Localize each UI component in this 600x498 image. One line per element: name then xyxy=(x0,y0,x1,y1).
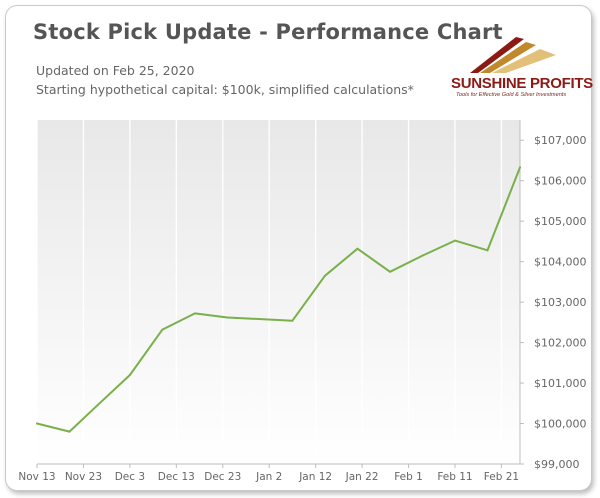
data-point xyxy=(486,249,489,252)
data-point xyxy=(388,270,391,273)
x-tick-labels: Nov 13 Nov 23 Dec 3 Dec 13 Dec 23 Jan 2 Jan 12… xyxy=(18,464,519,483)
data-point xyxy=(323,274,326,277)
capital-note: Starting hypothetical capital: $100k, si… xyxy=(36,82,414,97)
logo-tagline: Tools for Effective Gold & Silver Invest… xyxy=(456,92,567,98)
logo-ray-dark xyxy=(470,37,524,73)
x-tick-label: Dec 3 xyxy=(115,471,145,483)
y-tick-label: $105,000 xyxy=(534,215,587,228)
x-tick-label: Nov 23 xyxy=(65,471,102,483)
data-point xyxy=(226,316,229,319)
x-tick-label: Jan 22 xyxy=(345,471,379,483)
gridlines xyxy=(36,120,503,464)
y-tick-label: $104,000 xyxy=(534,256,587,269)
series-group xyxy=(36,166,521,433)
y-tick-label: $100,000 xyxy=(534,418,587,431)
data-point xyxy=(36,422,38,425)
updated-date: Updated on Feb 25, 2020 xyxy=(36,63,195,78)
y-tick-label: $99,000 xyxy=(534,458,580,471)
y-tick-label: $103,000 xyxy=(534,296,587,309)
logo-ray-light xyxy=(492,49,556,73)
y-tick-label: $106,000 xyxy=(534,175,587,188)
data-point xyxy=(68,430,71,433)
data-point xyxy=(128,373,131,376)
x-tick-label: Jan 12 xyxy=(298,471,332,483)
x-tick-label: Dec 23 xyxy=(204,471,241,483)
data-point xyxy=(161,328,164,331)
data-point xyxy=(96,404,99,407)
x-tick-label: Feb 11 xyxy=(437,471,472,483)
data-point xyxy=(519,166,521,169)
x-tick-label: Feb 1 xyxy=(394,471,423,483)
data-point xyxy=(291,319,294,322)
x-tick-label: Nov 13 xyxy=(18,471,55,483)
x-tick-label: Dec 13 xyxy=(158,471,195,483)
logo-ray-gold xyxy=(480,42,536,73)
x-tick-label: Feb 21 xyxy=(484,471,519,483)
y-tick-labels: $99,000 $100,000 $101,000 $102,000 $103,000 $… xyxy=(520,134,587,471)
y-tick-label: $102,000 xyxy=(534,337,587,350)
x-tick-label: Jan 2 xyxy=(255,471,282,483)
logo-name: SUNSHINE PROFITS xyxy=(451,75,593,92)
y-tick-label: $107,000 xyxy=(534,134,587,147)
data-point xyxy=(193,312,196,315)
sunshine-profits-logo-icon xyxy=(470,37,556,73)
data-point xyxy=(356,247,359,250)
plot-area xyxy=(37,120,520,464)
data-point xyxy=(453,239,456,242)
chart-title: Stock Pick Update - Performance Chart xyxy=(33,20,503,44)
data-point xyxy=(421,254,424,257)
y-tick-label: $101,000 xyxy=(534,377,587,390)
